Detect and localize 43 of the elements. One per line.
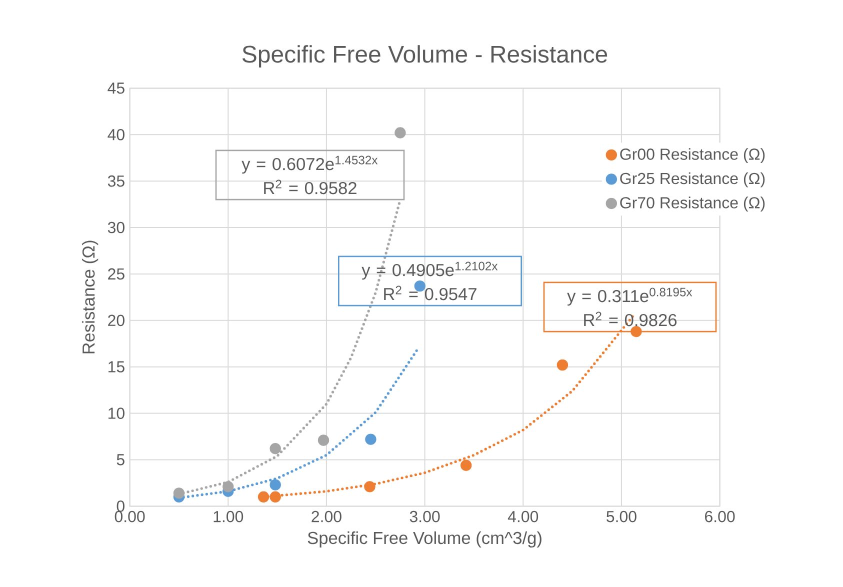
legend-label: Gr70 Resistance (Ω) — [620, 196, 765, 212]
y-axis-title: Resistance (Ω) — [82, 240, 98, 354]
annotation: R$^{2}$ = 0.9826 — [584, 312, 677, 326]
annotation: R$^{2}$ = 0.9582 — [264, 180, 356, 194]
y-tick-label: 35 — [108, 175, 124, 187]
point — [364, 481, 376, 492]
x-tick-label: 4.00 — [508, 510, 538, 522]
point — [222, 481, 234, 492]
x-tick-label: 0.00 — [114, 510, 145, 522]
point — [258, 491, 270, 503]
y-tick-label: 5 — [116, 454, 124, 466]
y-tick-label: 10 — [108, 408, 124, 419]
x-tick-label: 5.00 — [606, 510, 636, 522]
y-tick-label: 20 — [108, 314, 124, 326]
point — [414, 280, 426, 292]
y-tick-label: 0 — [116, 500, 124, 512]
point — [270, 442, 281, 454]
point — [270, 491, 281, 503]
point — [318, 434, 330, 446]
x-tick-label: 1.00 — [214, 510, 244, 522]
annotation: y = 0.4905e$^{1.2102x}$ — [362, 262, 498, 280]
y-tick-label: 15 — [108, 361, 124, 372]
point — [173, 488, 185, 499]
point — [556, 359, 568, 371]
annotation: R$^{2}$ = 0.9547 — [384, 286, 476, 300]
legend-label: Gr25 Resistance (Ω) — [620, 172, 765, 188]
point — [394, 127, 406, 138]
y-tick-label: 25 — [108, 268, 124, 280]
point — [270, 479, 281, 490]
x-axis-title: Specific Free Volume (cm^3/g) — [308, 531, 542, 548]
x-tick-label: 3.00 — [410, 510, 440, 522]
y-tick-label: 45 — [108, 82, 124, 94]
point — [630, 326, 642, 338]
annotation: y = 0.6072e$^{1.4532x}$ — [242, 156, 378, 174]
x-tick-label: 2.00 — [312, 510, 342, 522]
point — [365, 434, 376, 445]
point — [460, 460, 472, 471]
y-tick-label: 40 — [108, 128, 124, 140]
x-tick-label: 6.00 — [705, 510, 735, 522]
y-tick-label: 30 — [108, 222, 124, 234]
chart-title: Specific Free Volume - Resistance — [242, 45, 608, 68]
annotation: y = 0.311e$^{0.8195x}$ — [567, 288, 692, 306]
legend-label: Gr00 Resistance (Ω) — [620, 148, 765, 164]
